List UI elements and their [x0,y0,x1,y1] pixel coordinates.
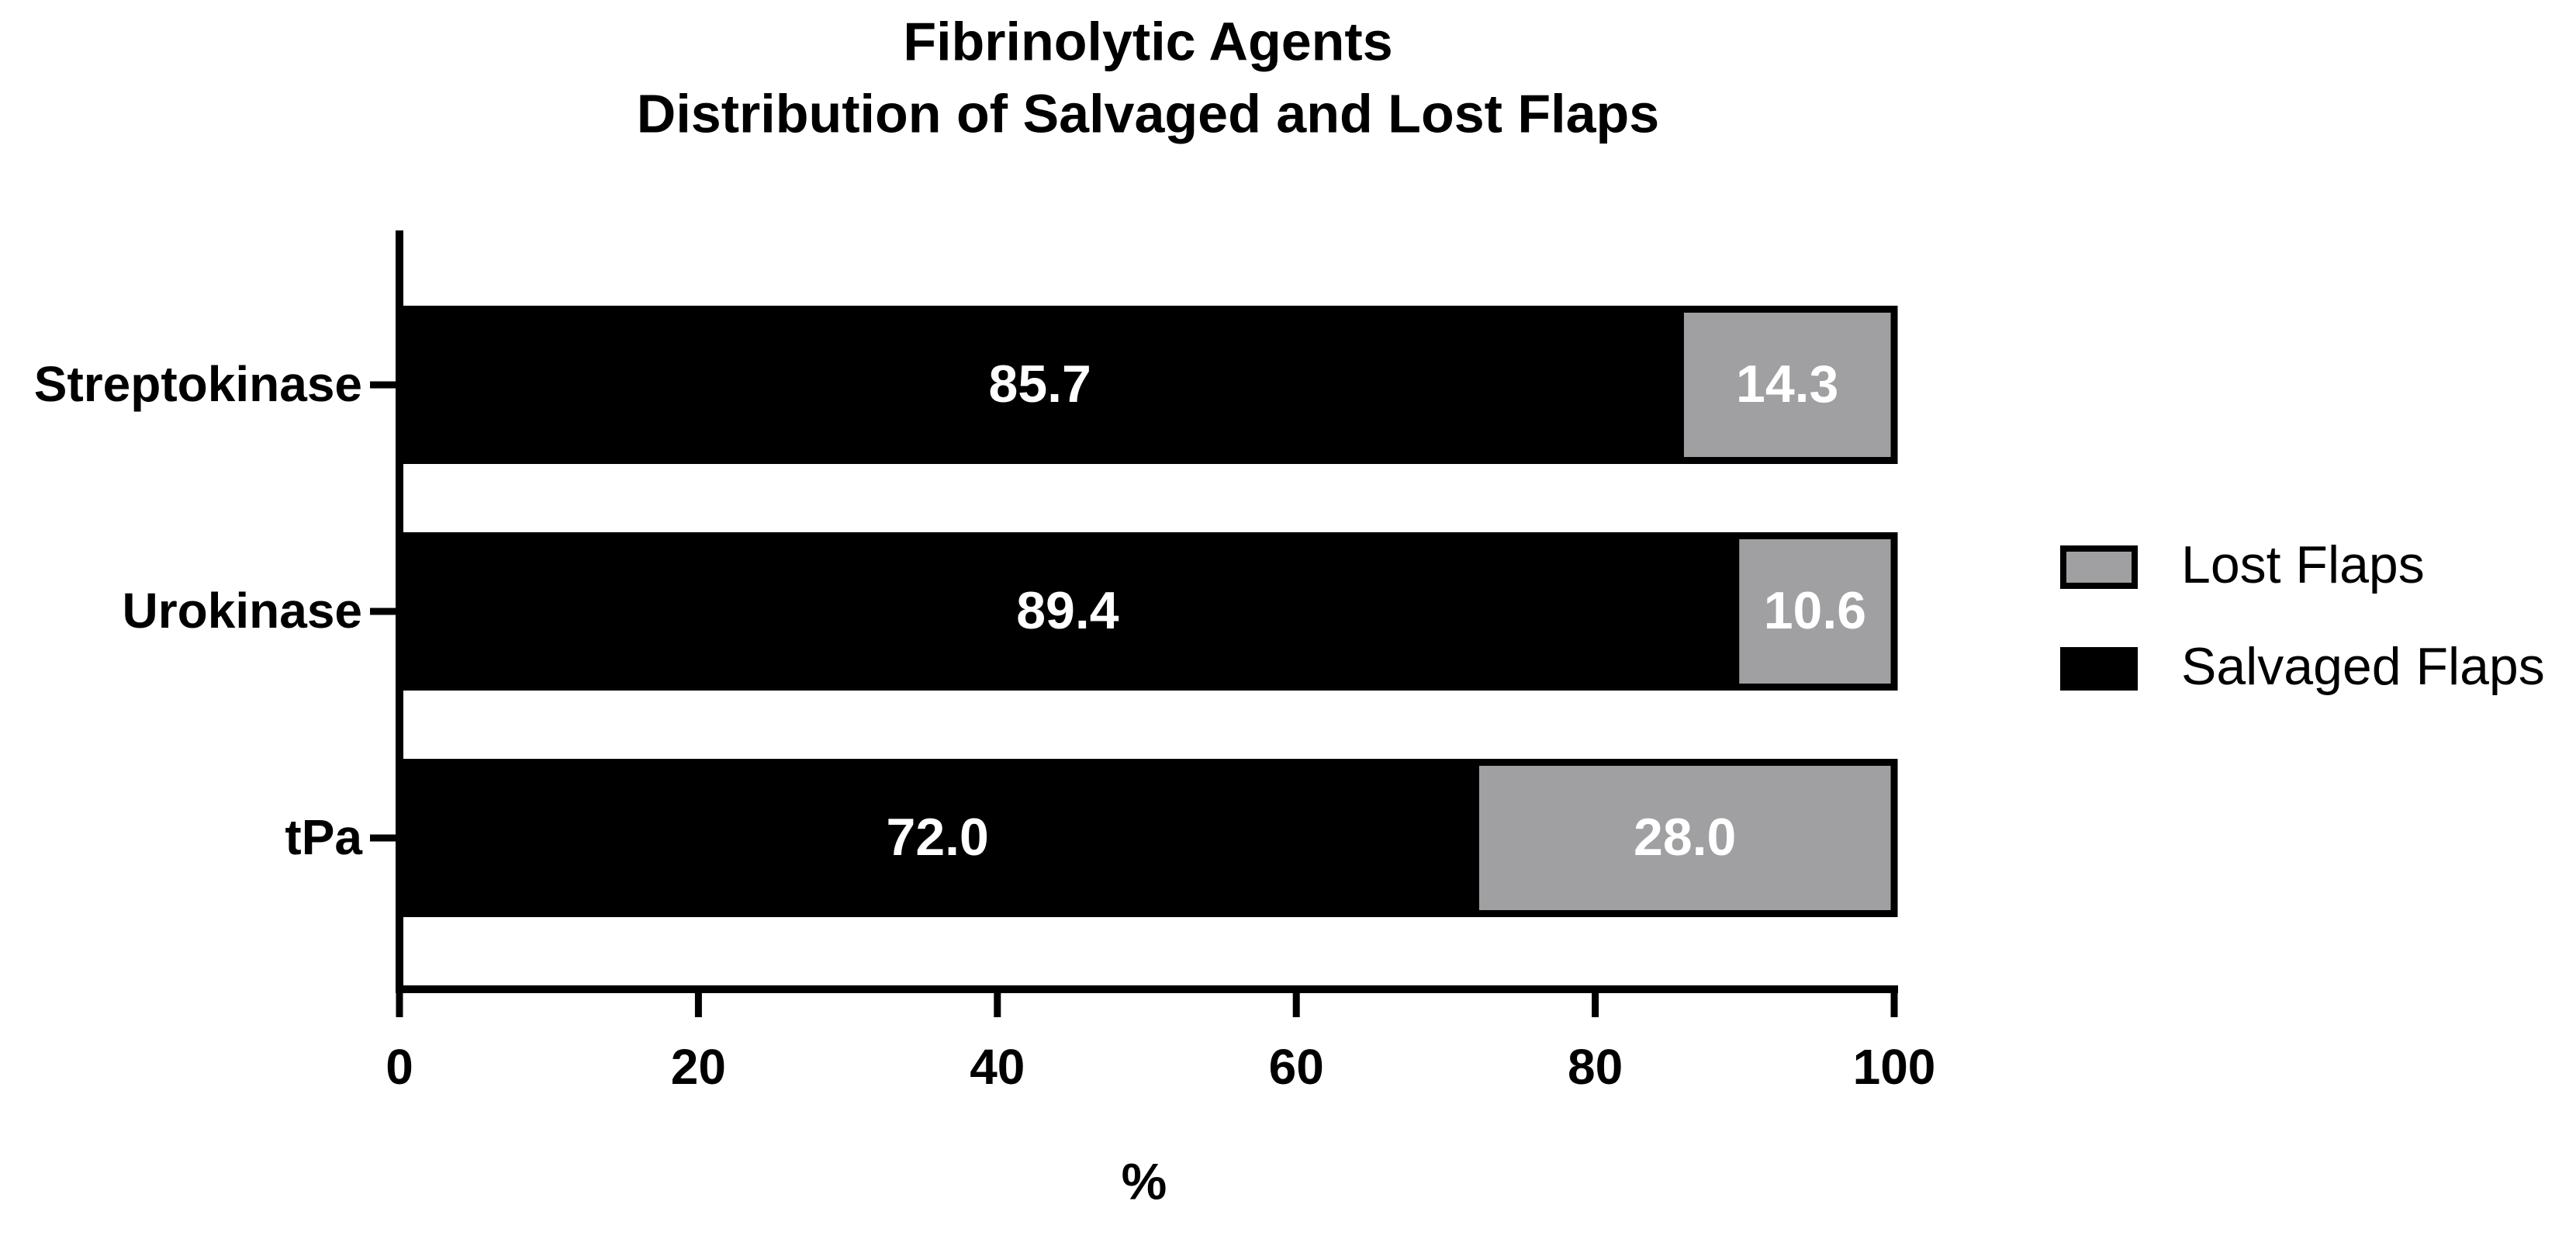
legend-swatch [2060,545,2138,589]
x-tick-label: 40 [970,1039,1025,1095]
chart-title: Distribution of Salvaged and Lost Flaps [637,83,1659,144]
y-tick-label: Urokinase [123,583,362,639]
legend-label: Salvaged Flaps [2181,637,2545,696]
chart-title: Fibrinolytic Agents [903,11,1392,71]
value-label: 72.0 [887,808,989,867]
bar-segment [1732,532,1898,691]
x-tick-label: 60 [1269,1039,1324,1095]
y-tick-label: Streptokinase [34,356,362,412]
x-axis-label: % [1122,1152,1167,1210]
x-tick-label: 0 [386,1039,413,1095]
bar-segment [1676,306,1898,464]
bar-segment [1471,759,1898,917]
x-tick-label: 80 [1568,1039,1623,1095]
legend-swatch [2060,647,2138,691]
x-tick-label: 100 [1853,1039,1936,1095]
value-label: 89.4 [1016,581,1119,640]
value-label: 10.6 [1764,581,1866,640]
value-label: 14.3 [1736,355,1838,414]
legend-label: Lost Flaps [2181,535,2425,594]
bar-segment [396,532,1740,691]
value-label: 85.7 [989,355,1091,414]
value-label: 28.0 [1634,808,1736,867]
y-tick-label: tPa [285,809,362,865]
x-tick-label: 20 [671,1039,726,1095]
